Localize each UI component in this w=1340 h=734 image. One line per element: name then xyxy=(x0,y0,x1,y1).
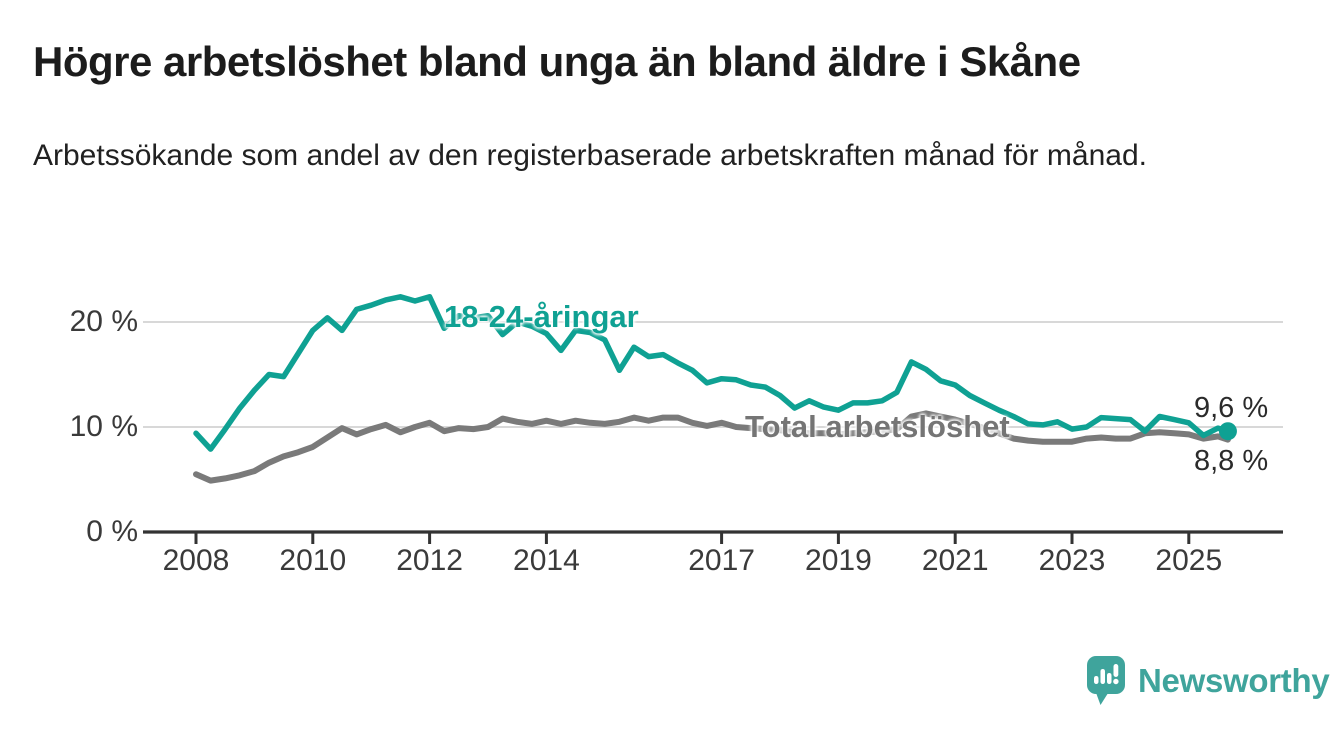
chart-subtitle: Arbetssökande som andel av den registerb… xyxy=(33,139,1147,172)
youth-unemployment-line xyxy=(193,294,1231,452)
end-value-label-young: 9,6 % xyxy=(1194,392,1269,424)
x-tick-label-2010: 2010 xyxy=(279,544,347,577)
x-tick-label-2017: 2017 xyxy=(688,544,755,577)
chart-title: Högre arbetslöshet bland unga än bland ä… xyxy=(33,38,1081,85)
x-tick-label-2019: 2019 xyxy=(805,544,872,577)
x-tick-label-2008: 2008 xyxy=(162,544,230,577)
series-label-total: Total arbetslöshet xyxy=(745,409,1010,444)
x-tick-label-2023: 2023 xyxy=(1038,544,1106,577)
gridlines xyxy=(143,321,1283,428)
series-label-young: 18-24-åringar xyxy=(444,299,639,334)
total-unemployment-line xyxy=(193,410,1231,484)
x-tick-label-2025: 2025 xyxy=(1155,544,1223,577)
end-value-label-total: 8,8 % xyxy=(1194,445,1269,477)
y-tick-label-20: 20 % xyxy=(69,305,138,338)
logo-wordmark: Newsworthy xyxy=(1138,662,1330,699)
x-tick-label-2012: 2012 xyxy=(396,544,463,577)
x-tick-label-2014: 2014 xyxy=(513,544,580,577)
newsworthy-logo: Newsworthy xyxy=(1086,655,1330,707)
y-tick-label-0: 0 % xyxy=(86,515,138,548)
bar-chart-speech-bubble-icon xyxy=(1087,656,1125,705)
x-tick-label-2021: 2021 xyxy=(921,544,989,577)
y-tick-label-10: 10 % xyxy=(69,410,138,443)
